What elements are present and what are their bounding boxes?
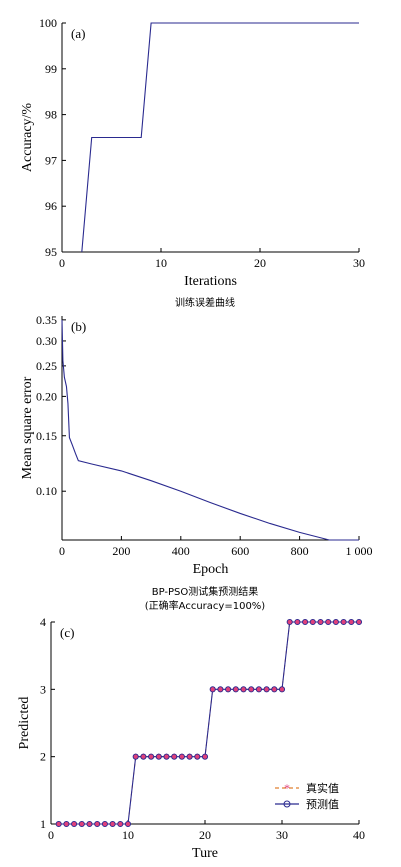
data-point-predicted — [263, 686, 270, 693]
y-tick-label: 98 — [45, 108, 57, 122]
legend-marker-predicted — [283, 800, 291, 808]
x-axis-label: Ture — [192, 846, 218, 861]
data-point-predicted — [232, 686, 239, 693]
y-tick-label: 100 — [39, 16, 57, 30]
y-tick-label: 1 — [40, 817, 46, 831]
data-point-predicted — [340, 618, 347, 626]
x-tick-label: 0 — [59, 256, 65, 270]
y-tick-label: 0.20 — [36, 389, 57, 403]
data-point-predicted — [155, 753, 162, 760]
data-point-predicted — [55, 820, 62, 828]
data-point-predicted — [302, 618, 309, 626]
data-point-predicted — [132, 753, 139, 760]
panel-label: (b) — [71, 319, 86, 334]
data-point-predicted — [309, 618, 316, 626]
y-axis-label: Predicted — [17, 697, 32, 750]
data-point-predicted — [178, 753, 185, 760]
data-point-predicted — [325, 618, 332, 626]
y-tick-label: 4 — [40, 615, 46, 629]
chart-panel-1: 95 96 97 98 99 100 0 10 20 30 Iterations Accuracy/%… — [20, 16, 365, 289]
x-tick-label: 10 — [155, 256, 167, 270]
y-tick-label: 0.25 — [36, 359, 57, 373]
data-point-predicted — [163, 753, 170, 760]
data-point-predicted — [71, 820, 78, 828]
data-point-predicted — [294, 618, 301, 626]
data-point-predicted — [109, 820, 116, 828]
data-point-predicted — [140, 753, 147, 760]
data-point-predicted — [63, 820, 70, 828]
data-point-predicted — [317, 618, 324, 626]
x-axis-label: Epoch — [193, 562, 229, 577]
x-tick-label: 30 — [353, 256, 365, 270]
data-point-predicted — [148, 753, 155, 760]
chart-subtitle: (正确率Accuracy=100%) — [145, 599, 266, 612]
x-tick-label: 1 000 — [346, 544, 373, 558]
y-tick-label: 0.15 — [36, 429, 57, 443]
data-point-predicted — [248, 686, 255, 693]
data-point-predicted — [117, 820, 124, 828]
data-point-predicted — [240, 686, 247, 693]
x-tick-label: 600 — [231, 544, 249, 558]
y-tick-label: 0.30 — [36, 334, 57, 348]
chart-title: 训练误差曲线 — [175, 296, 235, 309]
panel-label: (a) — [71, 26, 85, 41]
x-tick-label: 20 — [199, 828, 211, 842]
data-point-predicted — [355, 618, 363, 626]
legend-marker-true: * — [284, 781, 290, 795]
data-point-predicted — [171, 753, 178, 760]
x-tick-label: 30 — [276, 828, 288, 842]
data-point-predicted — [186, 753, 193, 760]
data-point-predicted — [209, 686, 216, 693]
x-tick-label: 20 — [254, 256, 266, 270]
data-point-predicted — [124, 820, 132, 828]
y-axis-label: Accuracy/% — [20, 103, 35, 173]
y-tick-label: 0.35 — [36, 313, 57, 327]
y-tick-label: 97 — [45, 153, 57, 167]
panel-label: (c) — [60, 625, 74, 640]
data-point-predicted — [225, 686, 232, 693]
x-tick-label: 800 — [291, 544, 309, 558]
x-tick-label: 10 — [122, 828, 134, 842]
data-point-predicted — [78, 820, 85, 828]
data-point-predicted — [217, 686, 224, 693]
chart-title: BP-PSO测试集预测结果 — [152, 585, 259, 598]
data-point-predicted — [278, 686, 286, 693]
y-tick-label: 96 — [45, 199, 57, 213]
y-tick-label: 95 — [45, 245, 57, 259]
data-point-predicted — [271, 686, 278, 693]
x-tick-label: 200 — [112, 544, 130, 558]
series-line — [81, 22, 359, 253]
y-tick-label: 0.10 — [36, 484, 57, 498]
x-tick-label: 40 — [353, 828, 365, 842]
data-point-predicted — [94, 820, 101, 828]
chart-panel-2: 0.35 0.30 0.25 0.20 0.15 0.10 0 200 400 600 800 1 0… — [20, 296, 373, 577]
data-point-predicted — [255, 686, 262, 693]
data-point-predicted — [348, 618, 355, 626]
y-tick-label: 2 — [40, 750, 46, 764]
data-point-predicted — [332, 618, 339, 626]
data-point-predicted — [201, 753, 209, 760]
y-tick-label: 99 — [45, 62, 57, 76]
x-tick-label: 0 — [48, 828, 54, 842]
x-axis-label: Iterations — [184, 274, 237, 289]
series-line-predicted — [58, 621, 359, 825]
legend-label: 真实值 — [306, 781, 339, 795]
data-point-predicted — [86, 820, 93, 828]
series-line — [61, 319, 359, 541]
legend-label: 预测值 — [306, 798, 339, 811]
y-tick-label: 3 — [40, 682, 46, 696]
x-tick-label: 0 — [59, 544, 65, 558]
data-point-predicted — [101, 820, 108, 828]
data-point-predicted — [194, 753, 201, 760]
data-point-predicted — [286, 618, 293, 626]
y-axis-label: Mean square error — [20, 376, 35, 479]
x-tick-label: 400 — [172, 544, 190, 558]
